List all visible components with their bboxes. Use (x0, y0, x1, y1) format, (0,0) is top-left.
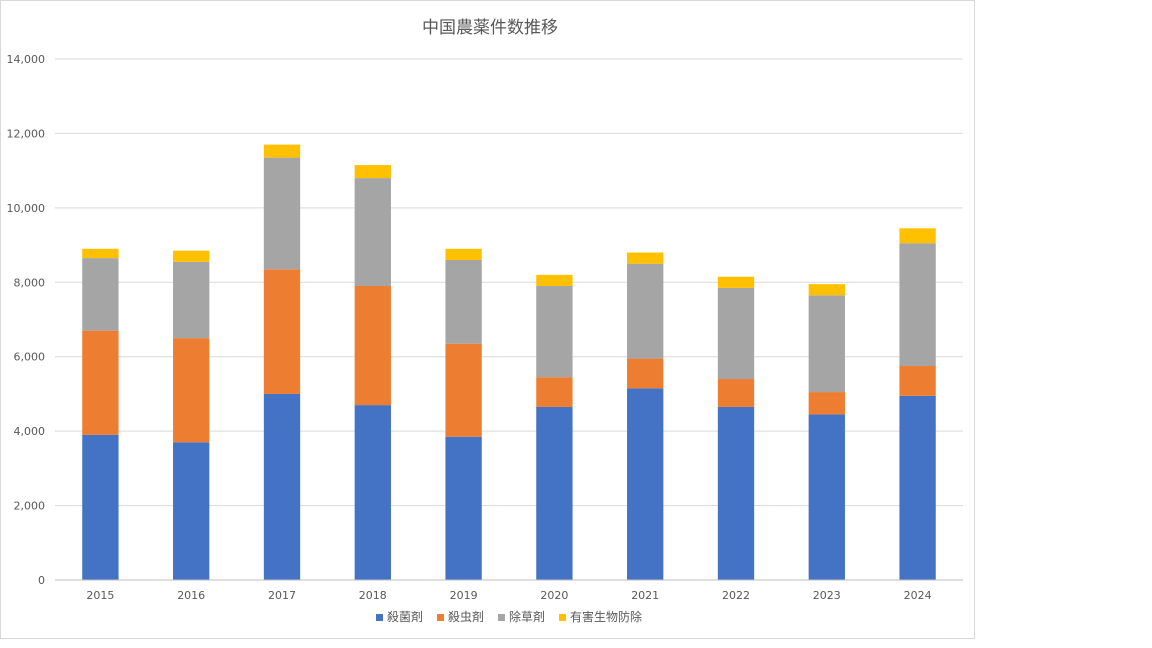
bar-2020-series-2 (536, 286, 573, 378)
bar-2021-series-0 (627, 388, 664, 580)
bar-2015-series-2 (82, 258, 119, 331)
legend-label: 有害生物防除 (570, 609, 642, 624)
bar-2020-series-3 (536, 274, 573, 287)
x-tick-label: 2020 (540, 589, 568, 602)
bar-2017-series-1 (263, 269, 301, 394)
bar-2022-series-1 (717, 379, 755, 407)
bar-2022-series-0 (717, 406, 755, 580)
x-tick-label: 2019 (450, 589, 478, 602)
legend-item-2: 除草剤 (498, 609, 545, 624)
legend-swatch (437, 614, 444, 621)
legend-label: 殺虫剤 (448, 609, 484, 624)
y-tick-label: 8,000 (14, 276, 46, 289)
bar-2019-series-3 (445, 248, 482, 260)
chart-title: 中国農薬件数推移 (422, 18, 558, 38)
bar-2016-series-2 (173, 261, 210, 339)
legend-swatch (559, 614, 566, 621)
y-tick-label: 0 (38, 574, 45, 587)
x-tick-label: 2021 (631, 589, 659, 602)
y-tick-label: 12,000 (7, 127, 46, 140)
bar-2018-series-3 (354, 165, 391, 179)
bar-2017-series-0 (263, 393, 301, 580)
bar-2024-series-1 (899, 366, 936, 396)
legend-item-0: 殺菌剤 (376, 609, 423, 624)
bar-2016-series-0 (173, 442, 210, 580)
chart-frame: 中国農薬件数推移 0 2,000 4,000 6,000 8,000 10,000 12,0… (0, 0, 975, 639)
bar-2024-series-3 (899, 228, 936, 244)
bars (82, 144, 936, 580)
x-tick-label: 2015 (86, 589, 114, 602)
bar-2023-series-2 (808, 295, 845, 393)
bar-2019-series-2 (445, 259, 482, 344)
bar-2015-series-3 (82, 248, 119, 259)
x-tick-label: 2024 (904, 589, 932, 602)
bar-2015-series-1 (82, 330, 119, 435)
x-tick-label: 2022 (722, 589, 750, 602)
bar-2020-series-1 (536, 377, 573, 407)
bar-2024-series-0 (899, 395, 936, 580)
bar-2018-series-1 (354, 286, 391, 406)
y-tick-label: 14,000 (7, 53, 46, 66)
bar-2018-series-0 (354, 405, 391, 580)
x-tick-label: 2017 (268, 589, 296, 602)
legend-label: 除草剤 (509, 609, 545, 624)
x-axis-tick-labels: 2015 2016 2017 2018 2019 2020 2021 2022 2023 2024 (86, 589, 931, 602)
legend-swatch (376, 614, 383, 621)
bar-2022-series-2 (717, 287, 755, 380)
legend-swatch (498, 614, 505, 621)
y-axis-tick-labels: 0 2,000 4,000 6,000 8,000 10,000 12,000 14,000 (7, 53, 46, 587)
bar-2022-series-3 (717, 276, 755, 288)
bar-2017-series-3 (263, 144, 301, 158)
legend-label: 殺菌剤 (387, 609, 423, 624)
bar-2023-series-0 (808, 414, 845, 580)
legend-item-1: 殺虫剤 (437, 609, 484, 624)
stacked-bar-chart: 中国農薬件数推移 0 2,000 4,000 6,000 8,000 10,000 12,0… (7, 18, 963, 624)
x-tick-label: 2016 (177, 589, 205, 602)
legend: 殺菌剤 殺虫剤 除草剤 有害生物防除 (376, 609, 642, 624)
y-tick-label: 6,000 (14, 351, 46, 364)
bar-2019-series-1 (445, 343, 482, 437)
bar-2019-series-0 (445, 436, 482, 580)
bar-2023-series-1 (808, 392, 845, 415)
y-tick-label: 4,000 (14, 425, 46, 438)
bar-2020-series-0 (536, 406, 573, 580)
bar-2023-series-3 (808, 284, 845, 296)
bar-2021-series-2 (627, 263, 664, 359)
y-tick-label: 10,000 (7, 202, 46, 215)
x-tick-label: 2023 (813, 589, 841, 602)
bar-2018-series-2 (354, 178, 391, 287)
x-tick-label: 2018 (359, 589, 387, 602)
bar-2024-series-2 (899, 243, 936, 367)
legend-item-3: 有害生物防除 (559, 609, 642, 624)
bar-2016-series-3 (173, 250, 210, 262)
y-tick-label: 2,000 (14, 500, 46, 513)
bar-2021-series-3 (627, 252, 664, 264)
bar-2017-series-2 (263, 157, 301, 270)
bar-2021-series-1 (627, 358, 664, 389)
bar-2016-series-1 (173, 338, 210, 443)
bar-2015-series-0 (82, 434, 119, 580)
